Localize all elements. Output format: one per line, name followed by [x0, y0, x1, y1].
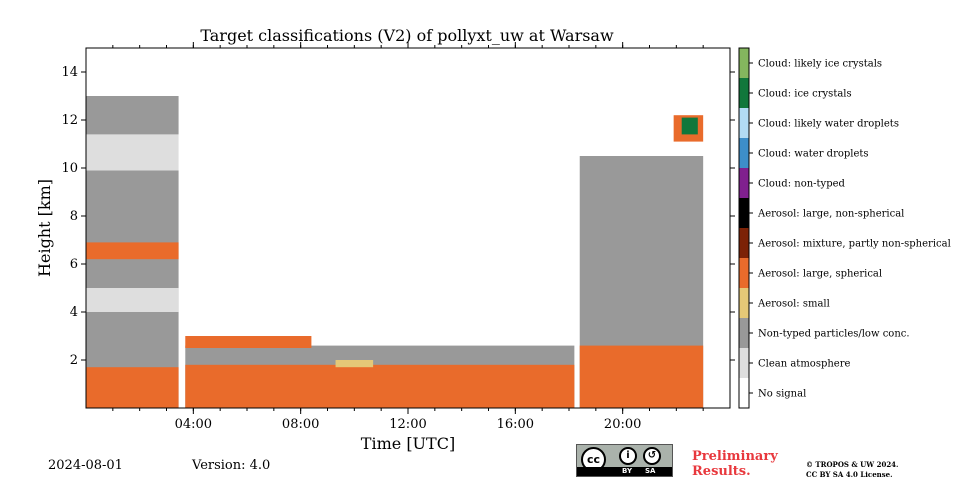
date-label: 2024-08-01 [48, 458, 123, 473]
copyright-line-2: CC BY SA 4.0 License. [806, 470, 893, 479]
share-alike-icon: ↺ [643, 447, 661, 465]
y-tick-label: 14 [61, 65, 78, 80]
colorbar-label: Cloud: non-typed [758, 179, 846, 190]
preliminary-notice: Preliminary Results. [692, 449, 778, 479]
colorbar-swatch [739, 258, 749, 288]
class-region [86, 288, 179, 312]
class-region [579, 345, 704, 408]
colorbar-label: No signal [758, 389, 806, 400]
colorbar-swatch [739, 318, 749, 348]
y-tick-label: 8 [70, 209, 78, 224]
x-tick-label: 08:00 [282, 417, 319, 432]
colorbar-frame [738, 47, 750, 409]
x-tick-label: 12:00 [389, 417, 426, 432]
colorbar-swatch [739, 138, 749, 168]
colorbar-swatch [739, 198, 749, 228]
class-region [185, 364, 575, 408]
colorbar-swatch [739, 288, 749, 318]
y-tick-label: 6 [70, 257, 78, 272]
colorbar-label: Cloud: likely water droplets [758, 119, 899, 130]
colorbar-label: Aerosol: mixture, partly non-spherical [757, 239, 951, 250]
colorbar-swatch [739, 48, 749, 78]
class-region [86, 242, 179, 260]
x-tick-label: 20:00 [604, 417, 641, 432]
x-tick-label: 16:00 [497, 417, 534, 432]
copyright-line-1: © TROPOS & UW 2024. [806, 460, 899, 469]
colorbar-label: Cloud: ice crystals [758, 89, 852, 100]
class-region [86, 134, 179, 171]
class-region [86, 96, 179, 135]
version-label: Version: 4.0 [192, 458, 271, 473]
colorbar-label: Cloud: water droplets [758, 149, 869, 160]
colorbar-label: Aerosol: large, spherical [757, 269, 882, 280]
colorbar-label: Clean atmosphere [758, 359, 851, 370]
x-axis-label: Time [UTC] [361, 434, 455, 453]
colorbar: No signal Clean atmosphere Non-typed parti… [738, 47, 951, 409]
license-sa-label: SA [645, 467, 656, 475]
y-tick-label: 4 [70, 305, 78, 320]
colorbar-swatch [739, 108, 749, 138]
y-axis: 2 4 6 8 10 12 14 [61, 65, 735, 368]
attribution-icon: i [619, 447, 637, 465]
license-by-label: BY [622, 467, 633, 475]
copyright-notice: © TROPOS & UW 2024. CC BY SA 4.0 License… [806, 460, 956, 480]
colorbar-swatch [739, 378, 749, 408]
x-axis: 04:00 08:00 12:00 16:00 20:00 [112, 42, 704, 432]
class-region [185, 336, 312, 348]
x-tick-label: 04:00 [175, 417, 212, 432]
class-region [335, 360, 374, 368]
class-region [86, 367, 179, 408]
colorbar-swatch [739, 228, 749, 258]
colorbar-swatch [739, 168, 749, 198]
plot-area [86, 96, 704, 408]
y-tick-label: 10 [61, 161, 78, 176]
y-tick-label: 12 [61, 113, 78, 128]
license-strip [577, 467, 672, 476]
chart-title: Target classifications (V2) of pollyxt_u… [200, 26, 614, 45]
colorbar-label: Aerosol: small [757, 299, 830, 310]
colorbar-label: Cloud: likely ice crystals [758, 59, 882, 70]
class-region [681, 117, 698, 135]
colorbar-label: Non-typed particles/low conc. [758, 329, 910, 340]
y-axis-label: Height [km] [35, 179, 54, 277]
y-tick-label: 2 [70, 353, 78, 368]
colorbar-label: Aerosol: large, non-spherical [757, 209, 904, 220]
colorbar-swatch [739, 78, 749, 108]
cc-license-badge: cc i ↺ BY SA [576, 444, 673, 477]
colorbar-swatch [739, 348, 749, 378]
